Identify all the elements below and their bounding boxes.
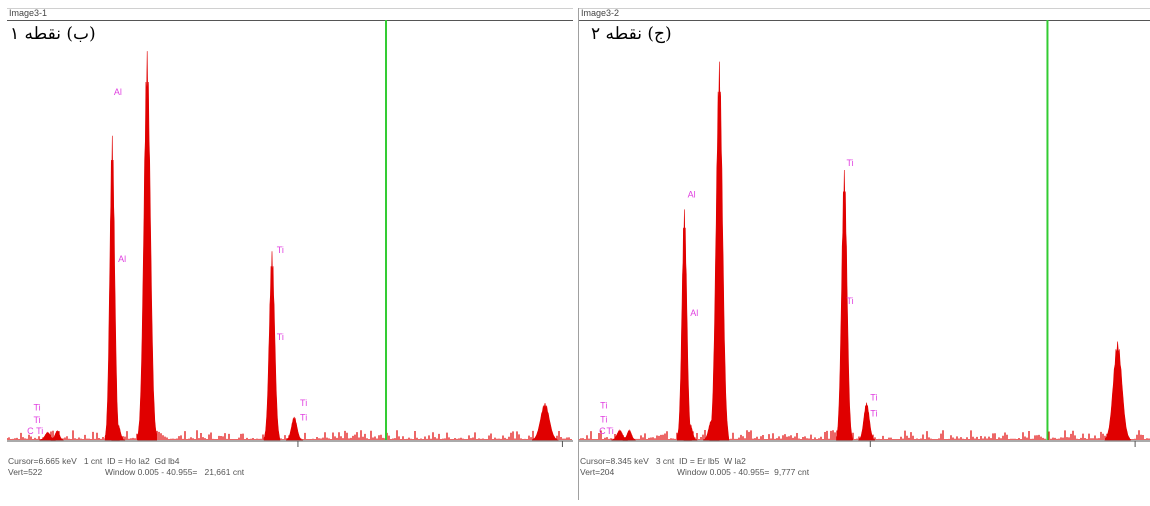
spectrum-peak xyxy=(709,61,730,441)
spectrum-peak xyxy=(104,135,120,441)
x-tick-label: 10 xyxy=(1130,449,1140,450)
noise-floor xyxy=(7,430,572,440)
element-label: Al xyxy=(688,190,696,200)
element-label: C xyxy=(599,426,606,436)
spectrum-peak xyxy=(858,402,876,441)
element-label: Ti xyxy=(600,414,607,424)
element-label: Ti xyxy=(33,403,40,413)
window-titlebar[interactable]: Image3-1 xyxy=(7,8,573,21)
panel-caption: (ج) نقطه ۲ xyxy=(591,24,672,44)
window-title: Image3-2 xyxy=(581,8,620,18)
spectrum-peak xyxy=(836,169,853,441)
element-label: Ti xyxy=(300,413,307,423)
spectrum-peak xyxy=(285,416,304,441)
panel-caption: (ب) نقطه ۱ xyxy=(10,24,96,44)
element-label: Ti xyxy=(607,426,614,436)
window-count-readout: Window 0.005 - 40.955= 21,661 cnt xyxy=(105,467,245,477)
element-label: Ti xyxy=(36,426,43,436)
spectrum-peak xyxy=(263,251,281,441)
element-label: Ti xyxy=(277,332,284,342)
vertical-scale-readout: Vert=204 xyxy=(580,467,615,477)
window-title: Image3-1 xyxy=(9,8,48,18)
eds-spectrum-chart-2[interactable]: 510AlAlTiTiTiTiTiTiCTi xyxy=(579,20,1150,450)
element-label: Al xyxy=(118,254,126,264)
spectrum-peak xyxy=(137,51,158,441)
spectrum-window-2: Image3-2 510AlAlTiTiTiTiTiTiCTi (ج) نقطه… xyxy=(578,8,1150,500)
spectrum-peak xyxy=(683,424,698,441)
element-label: C xyxy=(27,426,34,436)
spectrum-peak xyxy=(531,402,559,441)
element-label: Ti xyxy=(870,393,877,403)
cursor-readout: Cursor=6.665 keV 1 cnt ID = Ho la2 Gd lb… xyxy=(8,456,180,466)
x-tick-label: 10 xyxy=(557,449,567,450)
noise-floor xyxy=(579,430,1150,440)
element-label: Al xyxy=(114,87,122,97)
vertical-scale-readout: Vert=522 xyxy=(8,467,43,477)
spectrum-peak xyxy=(1104,341,1131,441)
eds-spectrum-chart-1[interactable]: 510AlAlTiTiTiTiTiTiCTi xyxy=(7,20,573,450)
spectrum-peak xyxy=(111,424,126,441)
element-label: Ti xyxy=(277,245,284,255)
spectrum-window-1: Image3-1 510AlAlTiTiTiTiTiTiCTi (ب) نقطه… xyxy=(7,8,573,500)
element-label: Ti xyxy=(33,415,40,425)
element-label: Ti xyxy=(300,398,307,408)
element-label: Ti xyxy=(870,408,877,418)
element-label: Ti xyxy=(600,400,607,410)
x-tick-label: 5 xyxy=(868,449,873,450)
spectrum-peak xyxy=(50,430,64,441)
element-label: Al xyxy=(690,308,698,318)
x-tick-label: 5 xyxy=(295,449,300,450)
element-label: Ti xyxy=(846,158,853,168)
cursor-readout: Cursor=8.345 keV 3 cnt ID = Er lb5 W la2 xyxy=(580,456,746,466)
element-label: Ti xyxy=(846,296,853,306)
spectrum-peak xyxy=(676,209,692,441)
spectrum-peak xyxy=(622,429,636,441)
window-count-readout: Window 0.005 - 40.955= 9,777 cnt xyxy=(677,467,810,477)
window-titlebar[interactable]: Image3-2 xyxy=(579,8,1150,21)
